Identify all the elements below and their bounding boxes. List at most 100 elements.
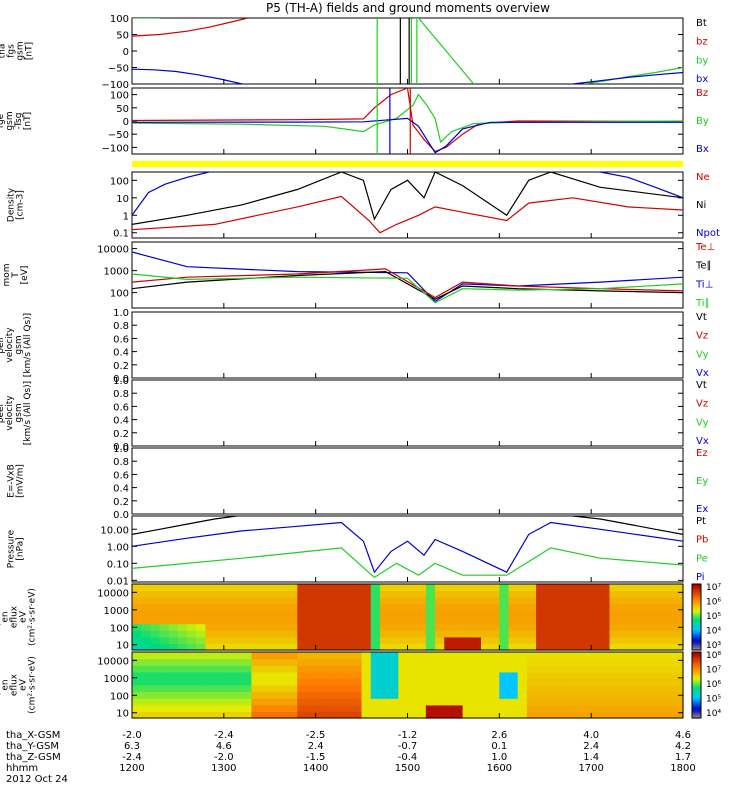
spectrogram-cell: [260, 603, 271, 611]
spectrogram-cell: [526, 678, 537, 686]
spectrogram-cell: [600, 691, 611, 699]
colorbar-segment: [692, 709, 701, 712]
spectrogram-cell: [132, 652, 142, 660]
spectrogram-cell: [288, 652, 298, 660]
spectrogram-cell: [177, 643, 188, 651]
colorbar-segment: [692, 603, 701, 607]
spectrogram-cell: [233, 636, 243, 644]
legend-entry: Te∥: [695, 261, 712, 272]
spectrogram-cell: [251, 665, 262, 673]
spectrogram-cell: [425, 617, 436, 625]
spectrogram-cell: [572, 584, 583, 592]
spectrogram-cell: [462, 685, 473, 693]
spectrogram-cell: [398, 597, 409, 605]
spectrogram-cell: [297, 643, 308, 651]
spectrogram-cell: [141, 610, 151, 618]
ephemeris-value: 4.6: [216, 741, 232, 752]
spectrogram-cell: [673, 603, 684, 611]
spectrogram-cell: [159, 691, 170, 699]
spectrogram-cell: [618, 590, 629, 598]
spectrogram-cell: [462, 678, 473, 686]
spectrogram-cell: [499, 665, 510, 673]
colorbar-segment: [692, 610, 701, 614]
spectrogram-cell: [168, 590, 179, 598]
spectrogram-cell: [480, 643, 491, 651]
panel-frame: [131, 515, 684, 583]
spectrogram-cell: [288, 643, 298, 651]
spectrogram-cell: [407, 643, 418, 651]
spectrogram-cell: [379, 685, 390, 693]
y-axis-label-line: [km/s (All Qs)]: [23, 313, 33, 377]
colorbar-segment: [692, 630, 701, 633]
spectrogram-cell: [278, 671, 289, 679]
spectrogram-cell: [563, 636, 574, 644]
series-by: [132, 93, 683, 144]
spectrogram-cell: [150, 691, 161, 699]
spectrogram-cell: [223, 698, 234, 706]
spectrogram-cell: [260, 678, 271, 686]
spectrogram-cell: [168, 658, 179, 666]
y-axis-label-line: eV: [19, 678, 29, 691]
spectrogram-cell: [168, 603, 179, 611]
spectrogram-cell: [196, 685, 207, 693]
spectrogram-cell: [581, 704, 592, 712]
spectrogram-cell: [379, 643, 390, 651]
spectrogram-cell: [150, 658, 161, 666]
spectrogram-cell: [315, 704, 326, 712]
spectrogram-cell: [508, 597, 519, 605]
spectrogram-cell: [278, 597, 289, 605]
spectrogram-cell: [278, 617, 289, 625]
legend-entry: Ez: [696, 448, 708, 459]
spectrogram-cell: [581, 711, 592, 719]
spectrogram-cell: [600, 610, 611, 618]
spectrogram-cell: [361, 698, 372, 706]
spectrogram-cell: [379, 671, 390, 679]
spectrogram-cell: [646, 590, 657, 598]
spectrogram-cell: [150, 597, 161, 605]
spectrogram-cell: [361, 584, 372, 592]
series-pt-b: [572, 516, 683, 535]
colorbar-segment: [692, 584, 701, 587]
spectrogram-cell: [444, 590, 455, 598]
spectrogram-cell: [609, 704, 620, 712]
colorbar-frame: [691, 651, 702, 719]
ephemeris-value: 4.6: [675, 730, 691, 741]
spectrogram-cell: [177, 711, 188, 719]
colorbar-segment: [692, 639, 701, 642]
spectrogram-cell: [196, 678, 207, 686]
spectrogram-cell: [269, 590, 280, 598]
colorbar-segment: [692, 614, 701, 618]
spectrogram-cell: [334, 630, 344, 638]
spectrogram-cell: [462, 704, 473, 712]
spectrogram-cell: [637, 704, 647, 712]
spectrogram-cell: [545, 665, 556, 673]
spectrogram-cell: [288, 597, 298, 605]
spectrogram-cell: [462, 623, 473, 631]
spectrogram-cell: [536, 691, 546, 699]
spectrogram-cell: [251, 610, 262, 618]
spectrogram-cell: [563, 610, 574, 618]
spectrogram-cell: [637, 610, 647, 618]
spectrogram-cell: [288, 704, 298, 712]
spectrogram-cell: [132, 711, 142, 719]
y-axis-label-line: mom: [2, 263, 12, 286]
spectrogram-cell: [435, 704, 445, 712]
spectrogram-cell: [187, 698, 197, 706]
spectrogram-cell: [471, 597, 482, 605]
spectrogram-cell: [591, 643, 601, 651]
spectrogram-cell: [334, 584, 344, 592]
spectrogram-cell: [508, 678, 519, 686]
spectrogram-cell: [324, 704, 335, 712]
spectrogram-cell: [499, 643, 510, 651]
panel-p2: 100 50 0 −50 −100 thafgegsm-Tsg[nT] Bz By Bx: [0, 87, 709, 155]
spectrogram-cell: [334, 698, 344, 706]
spectrogram-cell: [361, 691, 372, 699]
spectrogram-cell: [618, 636, 629, 644]
spectrogram-cell: [398, 658, 409, 666]
ephemeris-value: 2.6: [491, 730, 507, 741]
spectrogram-cell: [673, 584, 684, 592]
spectrogram-cell: [646, 658, 657, 666]
spectrogram-cell: [499, 685, 510, 693]
spectrogram-cell: [168, 711, 179, 719]
colorbar-segment: [692, 669, 701, 673]
